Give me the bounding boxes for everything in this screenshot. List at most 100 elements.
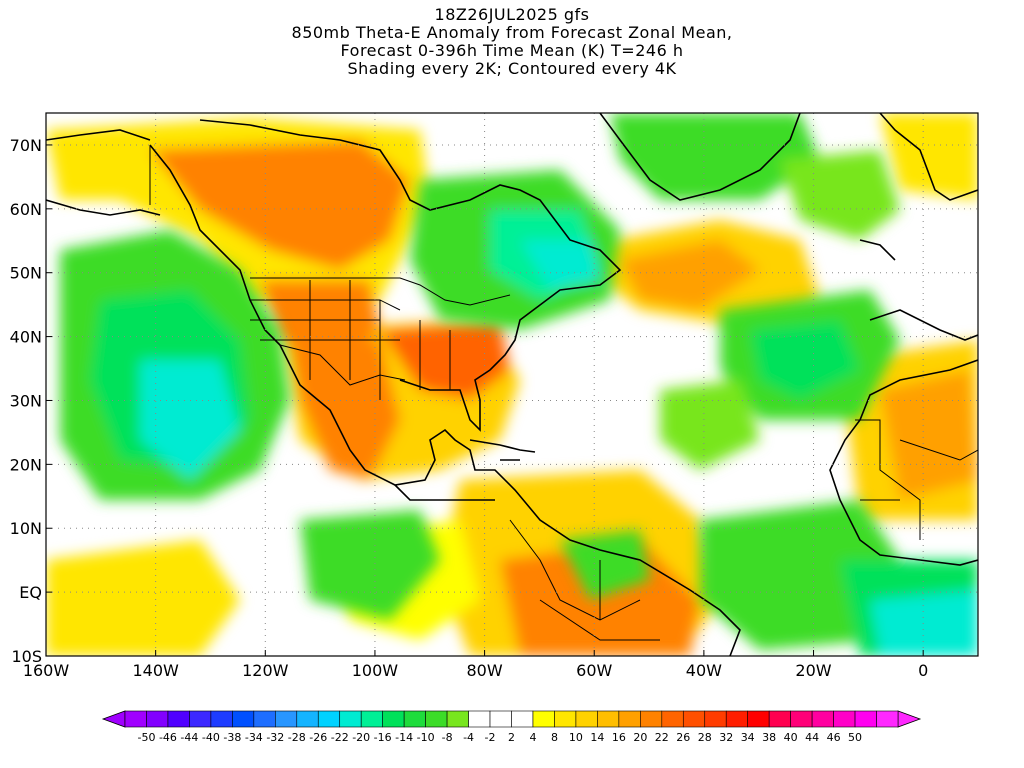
lat-tick-label: 40N xyxy=(10,328,42,347)
colorbar-swatch xyxy=(339,710,362,728)
colorbar-swatch xyxy=(232,710,255,728)
colorbar-swatch xyxy=(296,710,319,728)
colorbar-label: -40 xyxy=(202,731,220,744)
colorbar-swatch xyxy=(275,710,298,728)
colorbar-label: 44 xyxy=(805,731,819,744)
map-frame xyxy=(45,112,979,657)
colorbar-label: -22 xyxy=(331,731,349,744)
lon-tick-label: 160W xyxy=(23,661,70,680)
colorbar-label: -44 xyxy=(180,731,198,744)
lat-tick-label: 10S xyxy=(11,647,42,666)
colorbar-swatch xyxy=(790,710,813,728)
anomaly-shading xyxy=(46,113,978,656)
colorbar-label: 20 xyxy=(633,731,647,744)
colorbar-swatch xyxy=(618,710,641,728)
colorbar-swatch xyxy=(189,710,212,728)
colorbar-swatch xyxy=(167,710,190,728)
colorbar-label: -2 xyxy=(485,731,496,744)
lon-tick-label: 80W xyxy=(466,661,502,680)
lon-tick-label: 100W xyxy=(352,661,399,680)
colorbar-swatch xyxy=(489,710,512,728)
colorbar-swatch xyxy=(124,710,147,728)
colorbar-swatch xyxy=(811,710,834,728)
colorbar-min-arrow xyxy=(101,710,126,728)
colorbar-swatch xyxy=(554,710,577,728)
colorbar-label: -8 xyxy=(442,731,453,744)
gridlines xyxy=(46,113,978,656)
colorbar-label: 22 xyxy=(655,731,669,744)
lon-tick-label: 140W xyxy=(132,661,179,680)
colorbar-label: -34 xyxy=(245,731,263,744)
colorbar-swatch xyxy=(768,710,791,728)
lat-tick-label: 10N xyxy=(10,519,42,538)
colorbar-label: -50 xyxy=(137,731,155,744)
colorbar-label: 38 xyxy=(762,731,776,744)
colorbar-swatch xyxy=(682,710,706,728)
colorbar-label: -10 xyxy=(417,731,435,744)
colorbar-swatch xyxy=(747,710,770,728)
map-title: 18Z26JUL2025 gfs 850mb Theta-E Anomaly f… xyxy=(0,6,1024,78)
lon-tick-label: 20W xyxy=(795,661,831,680)
colorbar-label: 4 xyxy=(529,731,536,744)
colorbar-swatch xyxy=(575,710,598,728)
longitude-labels: 160W 140W 120W 100W 80W 60W 40W 20W 0 xyxy=(23,661,928,680)
colorbar-swatch xyxy=(360,710,383,728)
lon-tick-label: 120W xyxy=(242,661,289,680)
colorbar-label: -4 xyxy=(463,731,474,744)
colorbar-swatch xyxy=(253,710,276,728)
colorbar xyxy=(101,710,922,728)
axis-ticks xyxy=(45,144,924,657)
colorbar-label: -32 xyxy=(266,731,284,744)
colorbar-swatch xyxy=(210,710,233,728)
colorbar-label: -20 xyxy=(352,731,370,744)
colorbar-label: -28 xyxy=(288,731,306,744)
title-line-3: Forecast 0-396h Time Mean (K) T=246 h xyxy=(340,41,684,60)
coastlines xyxy=(46,113,978,656)
colorbar-swatch xyxy=(382,710,405,728)
colorbar-swatch xyxy=(403,710,426,728)
colorbar-swatch xyxy=(725,710,748,728)
political-borders xyxy=(149,145,978,641)
lat-tick-label: 20N xyxy=(10,455,42,474)
lon-tick-label: 40W xyxy=(686,661,722,680)
colorbar-swatch xyxy=(511,710,534,728)
colorbar-swatch xyxy=(661,710,684,728)
lat-tick-label: 70N xyxy=(10,136,42,155)
colorbar-label: 14 xyxy=(590,731,604,744)
colorbar-label: 34 xyxy=(741,731,755,744)
lat-tick-label: 50N xyxy=(10,264,42,283)
colorbar-swatch xyxy=(425,710,448,728)
colorbar-label: -38 xyxy=(223,731,241,744)
lat-tick-label: 60N xyxy=(10,200,42,219)
colorbar-swatch xyxy=(833,710,856,728)
colorbar-label: 26 xyxy=(676,731,690,744)
colorbar-swatch xyxy=(446,710,469,728)
lat-tick-label: EQ xyxy=(19,583,42,602)
title-line-4: Shading every 2K; Contoured every 4K xyxy=(347,59,677,78)
colorbar-swatch xyxy=(854,710,877,728)
title-line-2: 850mb Theta-E Anomaly from Forecast Zona… xyxy=(291,23,733,42)
colorbar-label: -46 xyxy=(159,731,177,744)
colorbar-swatch xyxy=(146,710,169,728)
colorbar-swatch xyxy=(704,710,727,728)
colorbar-label: 46 xyxy=(827,731,841,744)
colorbar-swatch xyxy=(640,710,663,728)
colorbar-label: 2 xyxy=(508,731,515,744)
lon-tick-label: 60W xyxy=(576,661,612,680)
colorbar-swatch xyxy=(876,710,899,728)
colorbar-label: -26 xyxy=(309,731,327,744)
colorbar-label: -16 xyxy=(374,731,392,744)
title-line-1: 18Z26JUL2025 gfs xyxy=(434,5,590,24)
colorbar-swatch xyxy=(532,710,555,728)
colorbar-max-arrow xyxy=(897,710,922,728)
colorbar-label: 50 xyxy=(848,731,862,744)
colorbar-swatch xyxy=(597,710,620,728)
colorbar-label: 16 xyxy=(612,731,626,744)
colorbar-label: 28 xyxy=(698,731,712,744)
colorbar-swatch xyxy=(468,710,491,728)
colorbar-swatch xyxy=(317,710,341,728)
colorbar-labels: -50 -46 -44 -40 -38 -34 -32 -28 -26 -22 -20 -16 -14-… xyxy=(137,731,862,744)
lat-tick-label: 30N xyxy=(10,391,42,410)
colorbar-label: 32 xyxy=(719,731,733,744)
